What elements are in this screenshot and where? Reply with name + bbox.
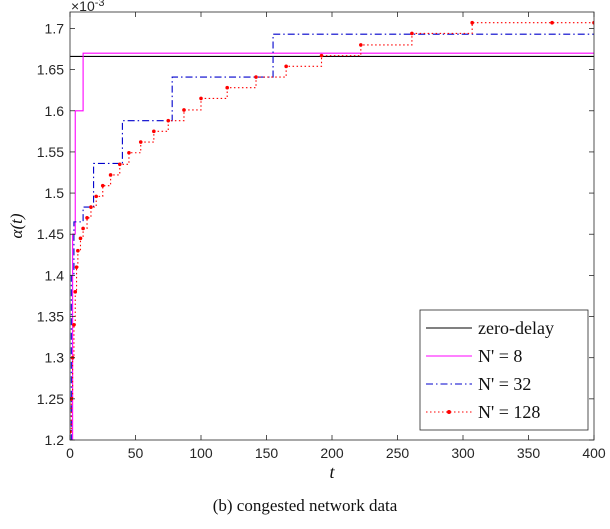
data-point-3-19 <box>182 108 186 112</box>
legend-label-3: N' = 128 <box>478 402 540 422</box>
data-point-3-25 <box>359 43 363 47</box>
legend-label-1: N' = 8 <box>478 346 522 366</box>
x-tick-label: 100 <box>189 445 213 461</box>
data-point-3-20 <box>199 96 203 101</box>
data-point-3-28 <box>550 20 554 25</box>
data-point-3-23 <box>284 64 288 69</box>
data-point-3-3 <box>72 322 76 327</box>
data-point-3-17 <box>152 129 156 134</box>
y-axis-label: α(t) <box>7 213 26 238</box>
data-point-3-14 <box>117 162 122 167</box>
y-tick-label: 1.2 <box>45 432 65 448</box>
y-exponent-power: -3 <box>95 0 105 9</box>
y-tick-label: 1.6 <box>45 103 65 119</box>
x-axis-label: t <box>329 462 335 482</box>
x-tick-label: 0 <box>66 445 74 461</box>
data-point-3-15 <box>127 150 131 155</box>
x-tick-label: 400 <box>582 445 606 461</box>
data-point-3-6 <box>76 248 80 253</box>
y-axis-exponent: ×10-3 <box>71 0 105 14</box>
y-exponent-base: ×10 <box>71 0 95 14</box>
legend-label-0: zero-delay <box>478 318 554 338</box>
x-tick-label: 300 <box>451 445 475 461</box>
data-point-3-5 <box>74 265 79 269</box>
x-tick-label: 50 <box>128 445 144 461</box>
legend: zero-delay N' = 8 N' = 32 N' = 128 <box>419 309 589 431</box>
chart: 0 50 100 150 200 250 300 350 400 1.2 1.25 1.3 1.35 1.… <box>7 0 606 482</box>
legend-box <box>419 309 589 431</box>
data-point-3-0 <box>70 429 72 434</box>
data-point-3-11 <box>94 194 98 199</box>
y-tick-label: 1.5 <box>45 185 65 201</box>
data-point-3-22 <box>254 75 258 79</box>
data-point-3-21 <box>225 85 229 90</box>
data-point-3-10 <box>89 205 93 209</box>
y-tick-label: 1.7 <box>45 20 65 36</box>
y-tick-label: 1.3 <box>45 350 65 366</box>
ticks-layer: 0 50 100 150 200 250 300 350 400 1.2 1.25 1.3 1.35 1.… <box>37 12 606 461</box>
x-tick-label: 200 <box>320 445 344 461</box>
series-line-1 <box>70 52 594 440</box>
y-tick-label: 1.45 <box>37 226 64 242</box>
data-point-3-27 <box>470 20 474 25</box>
data-point-3-12 <box>100 183 105 188</box>
y-tick-label: 1.65 <box>37 62 64 78</box>
figure-caption: (b) congested network data <box>212 496 398 515</box>
series-layer <box>70 20 594 440</box>
data-point-3-13 <box>108 173 113 177</box>
y-tick-label: 1.35 <box>37 309 64 325</box>
data-point-3-24 <box>319 53 324 58</box>
data-point-3-29 <box>592 20 594 25</box>
data-point-3-26 <box>410 31 414 36</box>
x-tick-label: 350 <box>517 445 541 461</box>
y-tick-label: 1.25 <box>37 391 64 407</box>
y-tick-label: 1.55 <box>37 144 64 160</box>
legend-marker-3 <box>447 410 451 414</box>
data-point-3-9 <box>85 215 89 220</box>
series-line-2 <box>70 33 594 440</box>
data-point-3-18 <box>166 118 171 123</box>
y-tick-label: 1.4 <box>45 267 65 283</box>
data-point-3-4 <box>73 290 78 294</box>
x-tick-label: 250 <box>386 445 410 461</box>
legend-label-2: N' = 32 <box>478 374 531 394</box>
data-point-3-16 <box>138 140 143 144</box>
x-tick-label: 150 <box>255 445 279 461</box>
data-point-3-7 <box>78 236 83 241</box>
data-point-3-8 <box>81 226 85 231</box>
